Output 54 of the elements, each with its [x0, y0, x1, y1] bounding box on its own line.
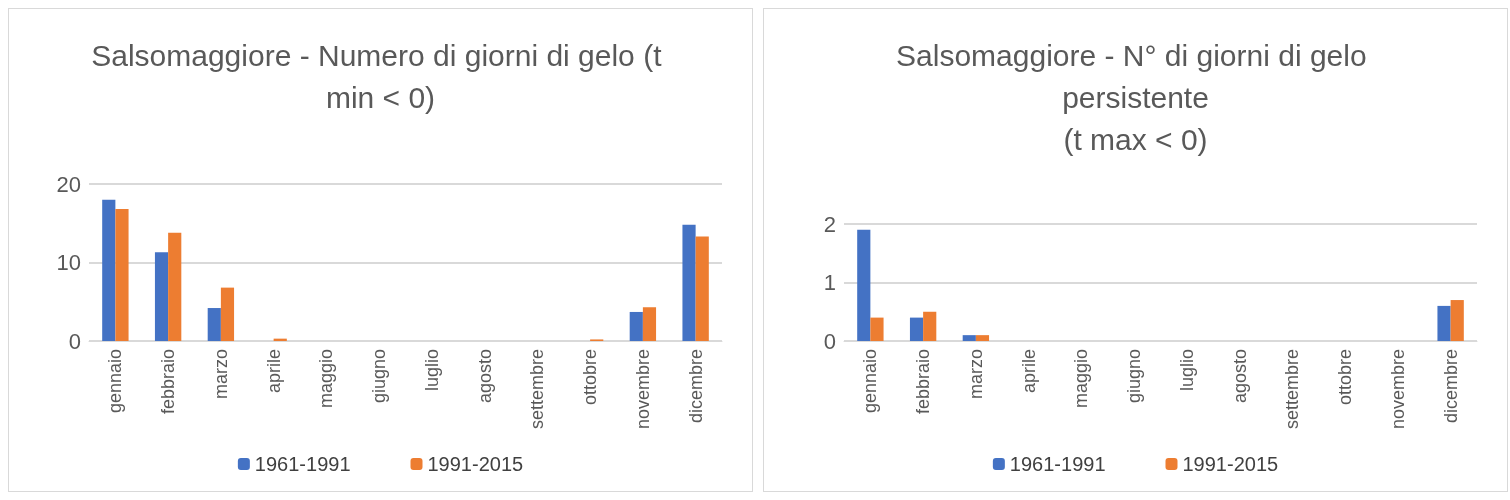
- bar: [923, 311, 937, 341]
- chart-title: Salsomaggiore - Numero di giorni di gelo (t min < 0): [91, 38, 670, 114]
- x-tick-label: dicembre: [1440, 349, 1461, 424]
- x-tick-label: settembre: [1282, 349, 1303, 430]
- bar: [962, 335, 976, 341]
- y-tick-label: 20: [56, 171, 81, 197]
- bar: [102, 199, 116, 341]
- x-tick-label: giugno: [369, 349, 390, 404]
- x-tick-label: febbraio: [913, 349, 934, 415]
- x-tick-label: settembre: [527, 349, 548, 430]
- x-tick-label: ottobre: [1335, 349, 1356, 406]
- x-tick-label: giugno: [1124, 349, 1145, 404]
- x-tick-label: agosto: [474, 349, 495, 404]
- x-tick-label: gennaio: [105, 349, 126, 414]
- x-tick-label: novembre: [632, 349, 653, 430]
- legend-label: 1991-2015: [1182, 453, 1279, 475]
- y-tick-label: 0: [823, 328, 836, 354]
- y-tick-label: 1: [823, 270, 836, 295]
- x-tick-label: luglio: [421, 349, 442, 392]
- x-tick-label: aprile: [1018, 349, 1039, 394]
- bar: [115, 209, 129, 341]
- x-tick-label: marzo: [965, 349, 986, 400]
- bar: [1437, 305, 1451, 341]
- bar: [695, 236, 709, 341]
- x-tick-label: agosto: [1229, 349, 1250, 404]
- x-tick-label: gennaio: [860, 349, 881, 414]
- bar: [168, 232, 182, 341]
- y-tick-label: 2: [823, 211, 836, 237]
- legend-label: 1961-1991: [1009, 453, 1106, 475]
- bar: [975, 335, 990, 341]
- bar: [154, 252, 169, 341]
- bar: [629, 311, 643, 341]
- chart-title: Salsomaggiore - N° di giorni di gelo persistente (t max < 0): [896, 38, 1375, 156]
- legend-label: 1991-2015: [427, 453, 524, 475]
- x-tick-label: aprile: [263, 349, 284, 394]
- x-tick-label: dicembre: [685, 349, 706, 424]
- x-tick-label: febbraio: [158, 349, 179, 415]
- bar: [220, 287, 235, 341]
- bar: [682, 224, 696, 341]
- x-tick-label: luglio: [1176, 349, 1197, 392]
- bar: [1450, 300, 1464, 341]
- x-tick-label: novembre: [1387, 349, 1408, 430]
- x-tick-label: ottobre: [580, 349, 601, 406]
- bar: [207, 308, 221, 341]
- bar: [857, 229, 871, 341]
- bar: [642, 307, 657, 341]
- x-tick-label: marzo: [210, 349, 231, 400]
- legend-label: 1961-1991: [254, 453, 351, 475]
- y-tick-label: 10: [56, 250, 81, 275]
- y-tick-label: 0: [68, 328, 81, 354]
- x-tick-label: maggio: [1071, 349, 1092, 409]
- bar: [870, 317, 884, 341]
- x-tick-label: maggio: [316, 349, 337, 409]
- bar: [909, 317, 924, 341]
